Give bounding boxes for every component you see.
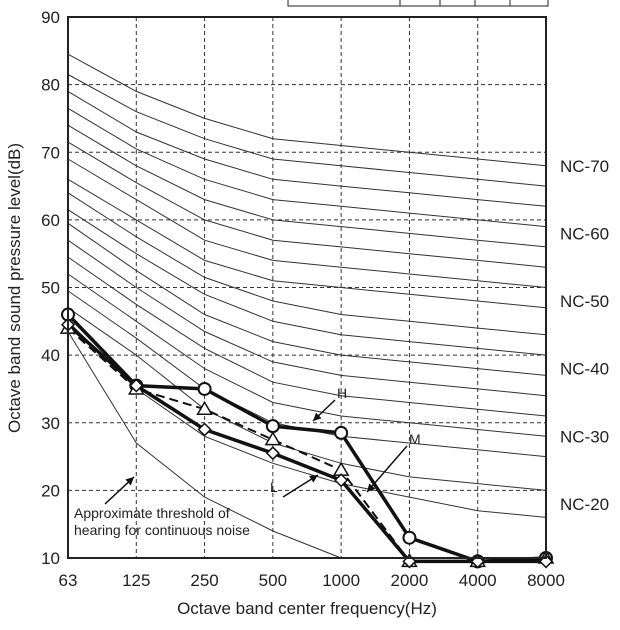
marker-h-1000 [334, 425, 349, 440]
x-tick-label: 250 [190, 571, 218, 590]
nc-label: NC-20 [560, 495, 609, 514]
x-tick-label: 125 [122, 571, 150, 590]
threshold-annotation-line1: Approximate threshold of [74, 505, 230, 521]
nc-label: NC-60 [560, 224, 609, 243]
x-tick-label: 1000 [322, 571, 360, 590]
y-tick-label: 30 [41, 414, 60, 433]
annotations: H M L Approximate threshold of hearing f… [74, 385, 421, 538]
marker-l-500 [265, 446, 280, 461]
nc-curve-11 [67, 239, 547, 397]
plot-frame [67, 16, 547, 559]
x-tick-label: 500 [259, 571, 287, 590]
x-tick-label: 2000 [391, 571, 429, 590]
hearing-threshold-curve [67, 331, 342, 559]
marker-m-250 [196, 400, 213, 415]
nc-curve-1 [67, 74, 547, 187]
nc-curve-7 [67, 178, 547, 309]
nc-curve-2 [67, 90, 547, 207]
marker-m-500 [264, 431, 282, 446]
arrow-m-head [367, 483, 376, 492]
x-axis-ticks: 63 125 250 500 1000 2000 4000 8000 [59, 571, 565, 590]
y-tick-label: 40 [41, 346, 60, 365]
nc-curve-4 [67, 124, 547, 248]
nc-label: NC-30 [560, 427, 609, 446]
y-axis-title: Octave band sound pressure level(dB) [5, 143, 24, 433]
nc-curve-12 [67, 256, 547, 417]
marker-h-500 [265, 419, 280, 434]
series-label-m: M [409, 431, 421, 447]
arrow-l-head [309, 475, 318, 483]
series-label-h: H [337, 385, 347, 401]
x-tick-label: 63 [59, 571, 78, 590]
x-tick-label: 4000 [459, 571, 497, 590]
y-tick-label: 80 [41, 76, 60, 95]
y-tick-label: 20 [41, 481, 60, 500]
marker-l-125 [129, 378, 144, 393]
marker-h-2000 [402, 530, 417, 545]
nc-label: NC-50 [560, 292, 609, 311]
arrow-threshold-head [125, 477, 134, 486]
y-tick-label: 60 [41, 211, 60, 230]
marker-l-250 [197, 422, 212, 437]
nc-curve-5 [67, 141, 547, 268]
nc-curve-9 [67, 209, 547, 356]
arrow-m [366, 445, 408, 493]
series-label-l: L [270, 479, 278, 495]
threshold-annotation-line2: hearing for continuous noise [74, 522, 250, 538]
nc-curve-6 [67, 158, 547, 288]
header-table-fragment [287, 0, 549, 7]
x-tick-label: 8000 [527, 571, 565, 590]
nc-curve-15 [67, 307, 547, 491]
nc-curve-3 [67, 107, 547, 228]
nc-curve-14 [67, 290, 547, 458]
nc-label: NC-70 [560, 157, 609, 176]
nc-curve-0 [67, 53, 547, 167]
nc-label: NC-40 [560, 360, 609, 379]
y-tick-label: 10 [41, 549, 60, 568]
y-tick-label: 70 [41, 143, 60, 162]
nc-curve-8 [67, 192, 547, 336]
x-axis-title: Octave band center frequency(Hz) [177, 599, 437, 618]
nc-curve-16 [67, 320, 547, 518]
arrow-h-head [313, 412, 322, 421]
nc-curve-labels: NC-70 NC-60 NC-50 NC-40 NC-30 NC-20 [560, 157, 609, 514]
y-axis-ticks: 10 20 30 40 50 60 70 80 90 [41, 8, 60, 568]
marker-h-250 [197, 381, 212, 396]
series-line-l [66, 323, 546, 564]
y-tick-label: 90 [41, 8, 60, 27]
threshold-line [67, 331, 342, 559]
grid-lines [68, 17, 546, 558]
nc-curves [67, 53, 547, 518]
nc-curve-10 [67, 222, 547, 376]
nc-curve-13 [67, 273, 547, 437]
y-tick-label: 50 [41, 279, 60, 298]
marker-l-1000 [334, 473, 349, 488]
